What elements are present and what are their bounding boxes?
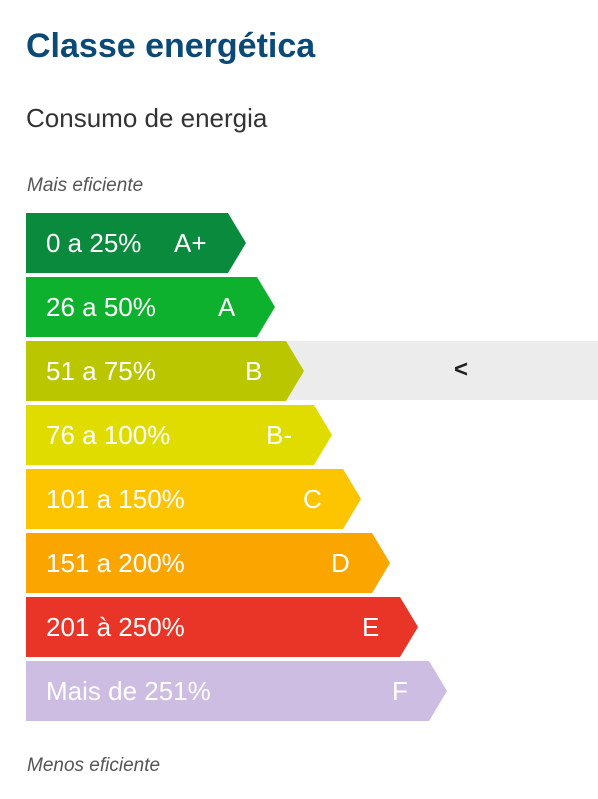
energy-bar-f (26, 661, 447, 721)
energy-range-label: 151 a 200% (46, 548, 185, 578)
energy-bar-a-plus (26, 213, 246, 273)
energy-range-label: 101 a 150% (46, 484, 185, 514)
energy-bar-c (26, 469, 361, 529)
energy-class-label: E (362, 612, 380, 642)
energy-class-row-a-plus: 0 a 25% A+ (26, 213, 246, 273)
page-title: Classe energética (26, 27, 316, 65)
energy-bar-a (26, 277, 275, 337)
energy-class-label: B (245, 356, 263, 386)
energy-class-row-c: 101 a 150% C (26, 469, 361, 529)
energy-class-row-a: 26 a 50% A (26, 277, 275, 337)
energy-class-row-d: 151 a 200% D (26, 533, 390, 593)
energy-class-label: B- (266, 420, 292, 450)
energy-class-label: A+ (174, 228, 207, 258)
energy-range-label: 201 à 250% (46, 612, 185, 642)
energy-range-label: 0 a 25% (46, 228, 142, 258)
energy-class-row-b: 51 a 75% B (26, 341, 304, 401)
energy-range-label: 26 a 50% (46, 292, 156, 322)
energy-class-label: A (218, 292, 236, 322)
least-efficient-caption: Menos eficiente (27, 755, 161, 776)
energy-range-label: Mais de 251% (46, 676, 211, 706)
section-subtitle: Consumo de energia (26, 103, 268, 133)
energy-range-label: 76 a 100% (46, 420, 171, 450)
energy-class-label: D (331, 548, 350, 578)
energy-bar-e (26, 597, 418, 657)
energy-class-row-b-minus: 76 a 100% B- (26, 405, 332, 465)
energy-range-label: 51 a 75% (46, 356, 156, 386)
selected-class-highlight (280, 341, 598, 400)
selected-class-indicator: < (454, 356, 469, 383)
energy-class-row-e: 201 à 250% E (26, 597, 418, 657)
energy-class-row-f: Mais de 251% F (26, 661, 447, 721)
energy-bar-b (26, 341, 304, 401)
most-efficient-caption: Mais eficiente (27, 175, 144, 196)
energy-bar-b-minus (26, 405, 332, 465)
energy-class-label: F (392, 676, 408, 706)
energy-class-label: C (303, 484, 322, 514)
energy-bar-d (26, 533, 390, 593)
